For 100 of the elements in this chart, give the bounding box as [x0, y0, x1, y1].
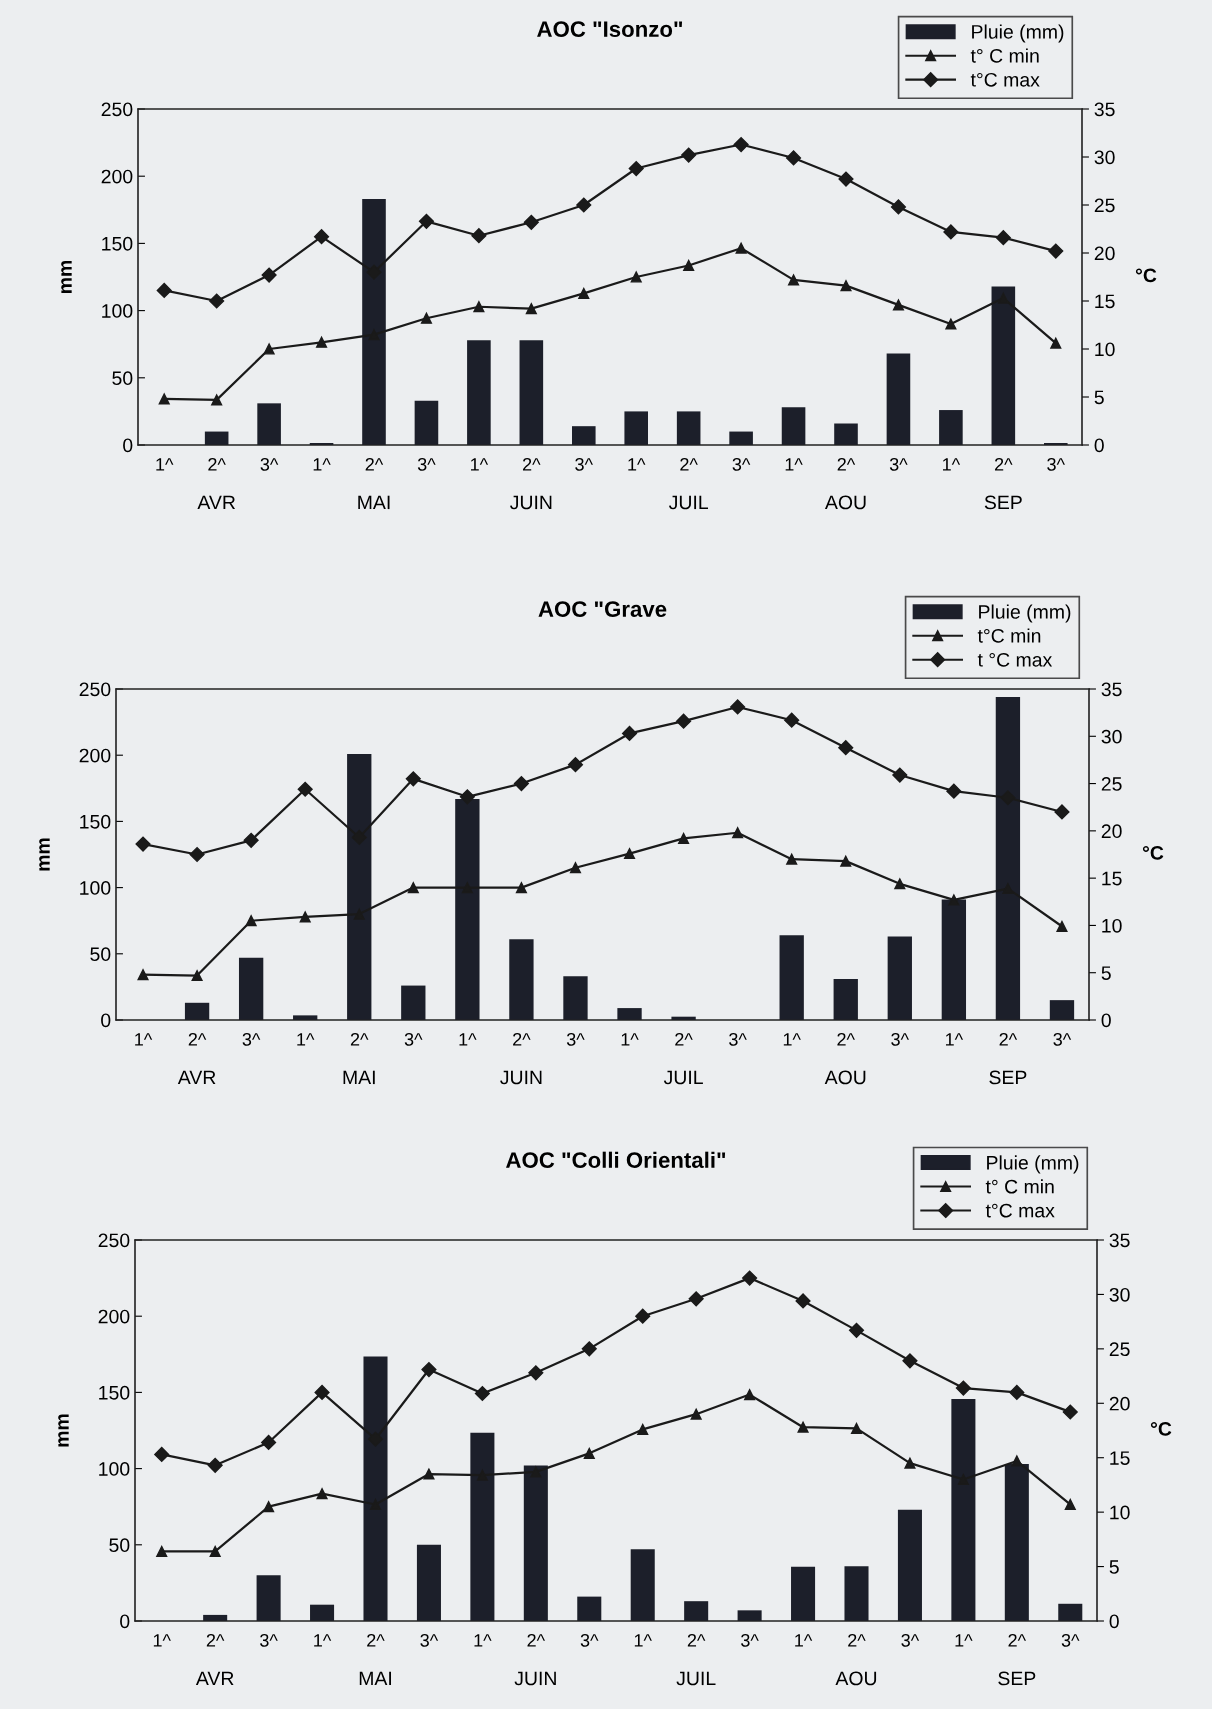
- point: [630, 271, 642, 283]
- point: [1064, 1498, 1076, 1511]
- point: [735, 242, 747, 254]
- point: [261, 1434, 277, 1451]
- y-tick-label: 200: [101, 169, 133, 184]
- point: [785, 150, 802, 166]
- text: AOU: [824, 1070, 866, 1085]
- x-tick-label: 1^: [621, 1033, 639, 1046]
- point: [156, 1545, 168, 1557]
- x-tick-label: 2^: [206, 1633, 225, 1647]
- y2-tick-label: 5: [1109, 1560, 1119, 1574]
- x-tick-label: 1^: [313, 458, 331, 471]
- point: [890, 199, 907, 215]
- y-axis-title: mm: [61, 260, 72, 294]
- x-tick-label: 1^: [785, 458, 803, 471]
- point: [784, 712, 800, 728]
- point: [892, 767, 908, 783]
- point: [850, 1422, 863, 1434]
- point: [263, 343, 275, 355]
- point: [189, 846, 205, 863]
- legend-label: t°C min: [977, 628, 1041, 643]
- y2-tick-label: 25: [1094, 198, 1115, 213]
- legend-label: Pluie (mm): [979, 604, 1071, 623]
- point: [316, 1488, 328, 1500]
- legend-label: Pluie (mm): [972, 24, 1064, 43]
- point: [261, 267, 277, 283]
- y2-tick-label: 15: [1095, 294, 1115, 309]
- x-tick-label: 3^: [1047, 457, 1065, 471]
- y-tick-label: 100: [99, 1462, 130, 1476]
- y2-axis-title: °C: [1135, 268, 1157, 283]
- x-tick-label: 3^: [260, 457, 279, 471]
- y-tick-label: 150: [102, 236, 133, 251]
- point: [313, 229, 330, 245]
- y-tick-label: 0: [101, 1013, 111, 1028]
- chart-title: AOC "Colli Orientali": [506, 1151, 726, 1168]
- point: [1048, 243, 1064, 259]
- point: [946, 783, 962, 799]
- y2-tick-label: 0: [1109, 1614, 1119, 1629]
- point: [690, 1408, 702, 1420]
- text: AOU: [835, 1671, 877, 1686]
- point: [742, 1270, 758, 1286]
- point: [678, 832, 690, 844]
- point: [1050, 337, 1062, 349]
- y2-tick-label: 5: [1101, 966, 1111, 980]
- y-tick-label: 150: [99, 1385, 130, 1400]
- point: [730, 699, 746, 715]
- point: [733, 136, 749, 153]
- x-tick-label: 2^: [188, 1032, 207, 1046]
- x-tick-label: 3^: [260, 1633, 278, 1647]
- x-tick-label: 1^: [783, 1033, 801, 1046]
- x-tick-label: 2^: [848, 1633, 866, 1647]
- point: [628, 160, 644, 177]
- x-tick-label: 3^: [891, 1032, 909, 1046]
- point: [156, 282, 172, 299]
- x-tick-label: 1^: [943, 458, 961, 471]
- point: [207, 1457, 223, 1473]
- point: [137, 969, 149, 981]
- y2-tick-label: 35: [1109, 1233, 1130, 1248]
- point: [299, 911, 311, 923]
- x-tick-label: 3^: [901, 1633, 920, 1647]
- x-tick-label: 1^: [795, 1634, 813, 1647]
- point: [211, 394, 223, 406]
- point: [243, 832, 259, 848]
- x-tick-label: 2^: [1008, 1633, 1026, 1647]
- text: JUIL: [663, 1070, 703, 1085]
- text: SEP: [984, 495, 1022, 510]
- y-tick-label: 200: [98, 1309, 130, 1324]
- y-tick-label: 200: [79, 748, 111, 763]
- y2-tick-label: 30: [1101, 729, 1122, 744]
- text: AOU: [824, 495, 866, 510]
- y-tick-label: 0: [120, 1614, 130, 1629]
- x-tick-label: 3^: [420, 1633, 439, 1647]
- point: [515, 882, 527, 894]
- y-tick-label: 250: [101, 102, 133, 117]
- legend-label: t°C max: [970, 72, 1040, 87]
- y-tick-label: 150: [80, 814, 111, 829]
- x-tick-label: 1^: [628, 458, 646, 471]
- text: MAI: [343, 1070, 375, 1085]
- point: [732, 827, 744, 839]
- y2-tick-label: 5: [1094, 390, 1104, 405]
- y2-tick-label: 0: [1101, 1013, 1111, 1028]
- x-tick-label: 3^: [1053, 1032, 1072, 1046]
- x-tick-label: 2^: [999, 1032, 1018, 1046]
- text: SEP: [998, 1671, 1036, 1686]
- point: [681, 147, 697, 163]
- x-tick-label: 1^: [474, 1634, 492, 1647]
- x-tick-label: 1^: [135, 1033, 153, 1046]
- point: [943, 224, 959, 240]
- x-tick-label: 3^: [242, 1032, 261, 1046]
- y2-tick-label: 30: [1109, 1287, 1130, 1302]
- x-tick-label: 1^: [634, 1634, 652, 1647]
- point: [894, 878, 906, 890]
- point: [523, 214, 539, 230]
- point: [1009, 1384, 1025, 1400]
- y2-tick-label: 20: [1101, 824, 1122, 839]
- x-tick-label: 3^: [404, 1032, 423, 1046]
- y-tick-label: 250: [98, 1233, 130, 1248]
- y2-tick-label: 35: [1101, 682, 1122, 697]
- x-tick-label: 1^: [945, 1033, 964, 1046]
- point: [315, 336, 328, 348]
